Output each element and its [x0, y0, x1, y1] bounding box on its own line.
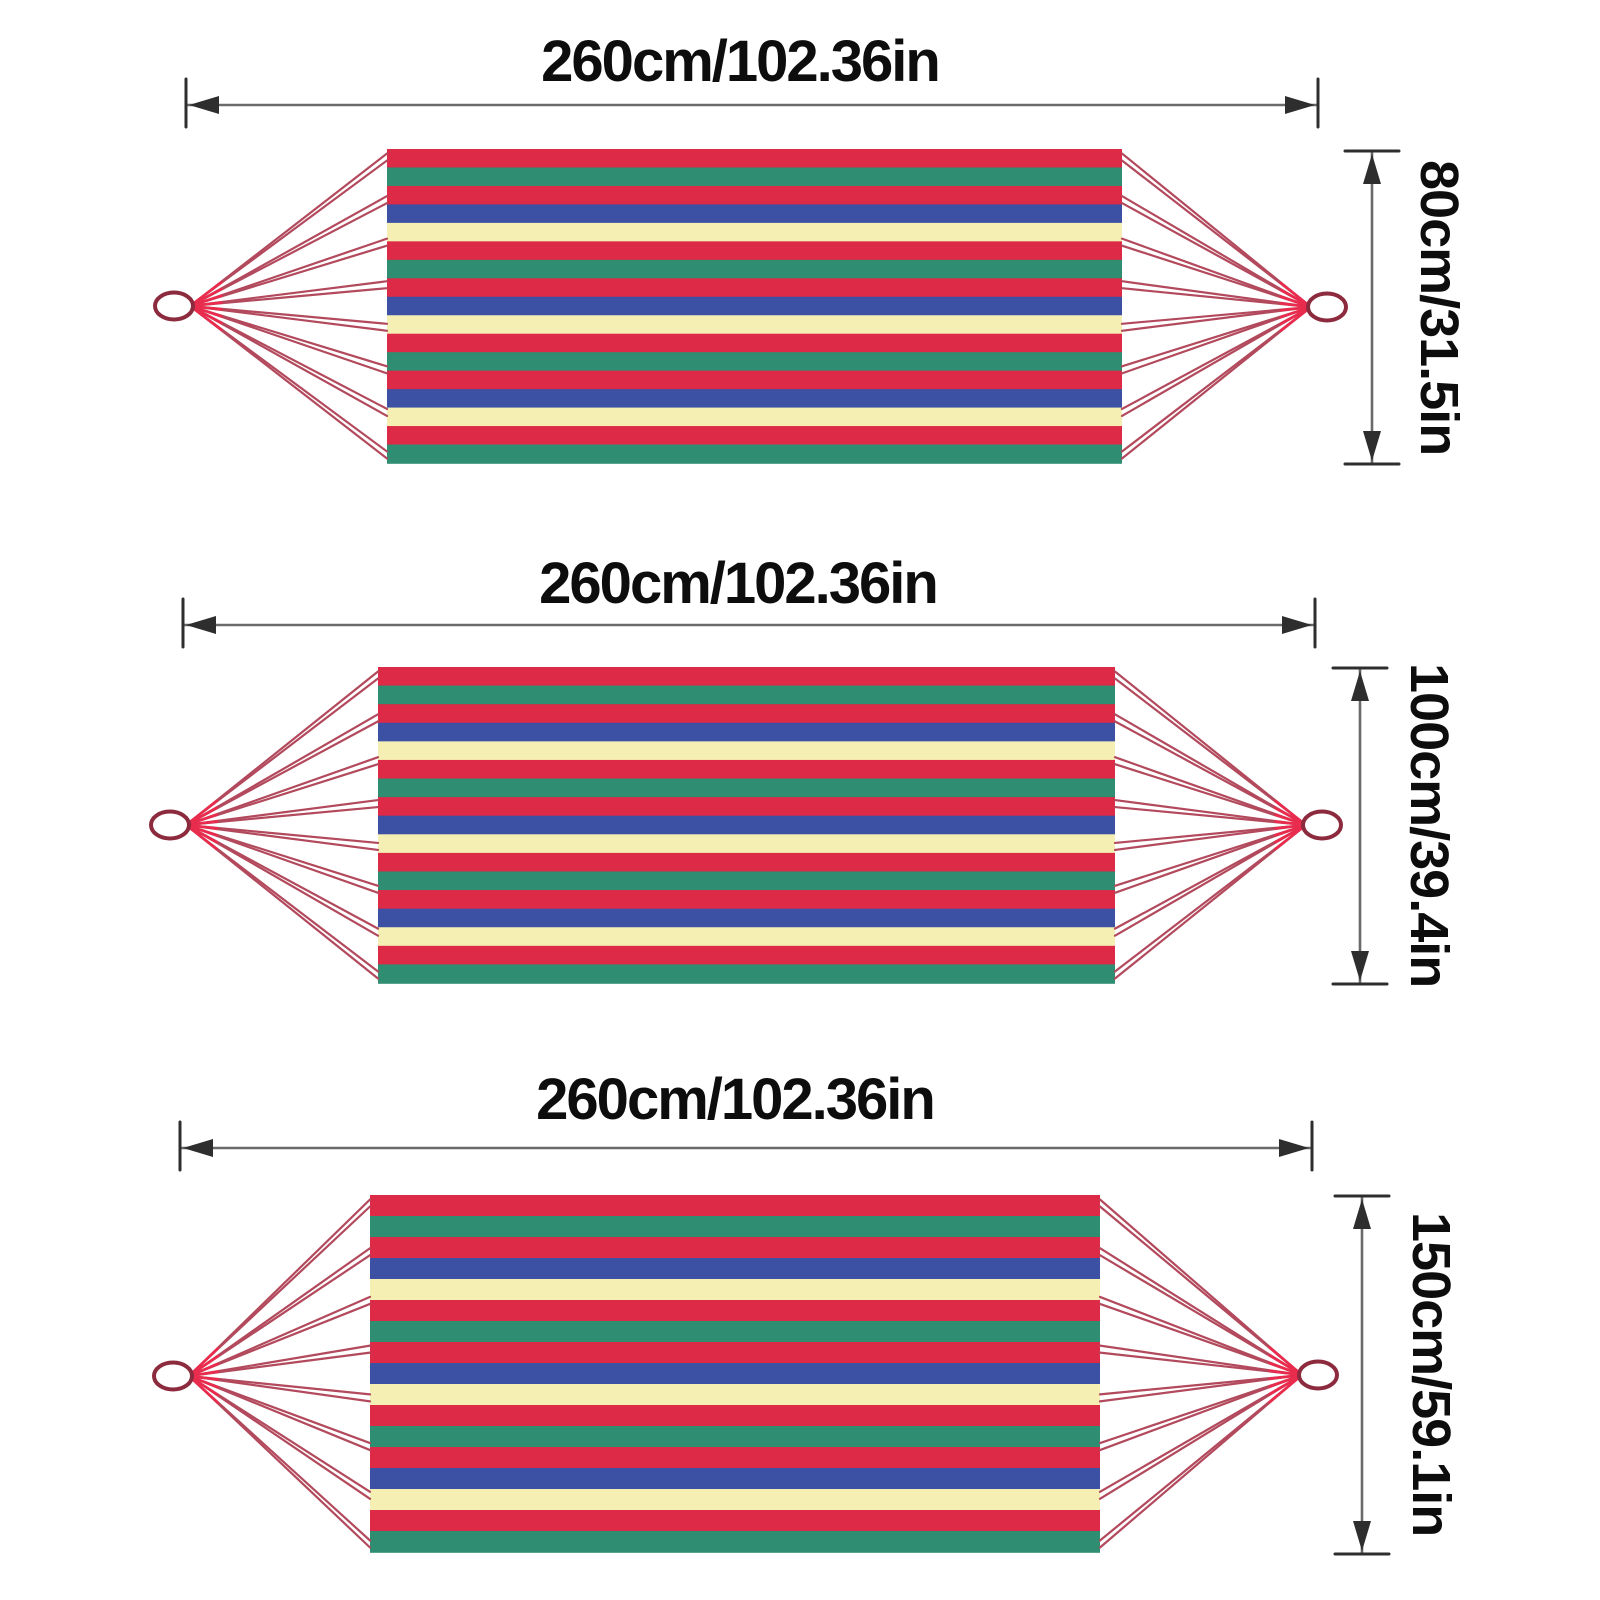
top-hammock-height-label: 80cm/31.5in [1409, 160, 1469, 456]
top-hammock-width-label: 260cm/102.36in [541, 29, 941, 94]
stripe-green [378, 685, 1115, 705]
stripe-red [378, 852, 1115, 873]
stripe-blue [370, 1468, 1100, 1490]
stripe-cream [378, 927, 1115, 947]
stripe-green [370, 1321, 1100, 1343]
hammock-2-right-ring [1301, 809, 1343, 841]
hammock-3-height-dimension [1333, 1194, 1391, 1556]
middle-hammock-width-label: 260cm/102.36in [539, 551, 939, 616]
stripe-blue [378, 815, 1115, 836]
stripe-green [370, 1531, 1100, 1553]
hammock-2-height-dimension [1331, 666, 1389, 986]
stripe-green [378, 778, 1115, 798]
stripe-blue [387, 389, 1122, 409]
hammock-2-left-ring [149, 809, 191, 841]
stripe-cream [370, 1384, 1100, 1406]
stripe-green [387, 259, 1122, 280]
stripe-cream [387, 315, 1122, 335]
hammock-2-width-dimension [181, 597, 1317, 649]
hammock-1-fabric [387, 149, 1122, 464]
stripe-cream [378, 834, 1115, 854]
stripe-green [378, 964, 1115, 984]
hammock-3-width-dimension [178, 1120, 1314, 1172]
bottom-hammock-height-label: 150cm/59.1in [1401, 1211, 1461, 1537]
stripe-green [387, 167, 1122, 187]
hammock-1-left-ring [153, 290, 195, 322]
stripe-red [387, 241, 1122, 261]
middle-hammock-height-label: 100cm/39.4in [1399, 662, 1459, 988]
hammock-1-width-dimension [184, 77, 1320, 129]
stripe-red [370, 1510, 1100, 1532]
stripe-red [387, 333, 1122, 353]
stripe-red [370, 1195, 1100, 1217]
hammock-1-right-ring [1306, 291, 1348, 323]
hammock-3-ropes [187, 1198, 1304, 1549]
stripe-cream [387, 222, 1122, 243]
stripe-green [387, 352, 1122, 372]
hammock-3-right-ring [1297, 1359, 1339, 1391]
hammock-1-ropes [188, 152, 1313, 460]
stripe-green [387, 444, 1122, 464]
stripe-blue [378, 908, 1115, 929]
hammock-3-fabric [370, 1195, 1100, 1553]
stripe-red [378, 667, 1115, 687]
stripe-green [370, 1426, 1100, 1448]
stripe-red [370, 1237, 1100, 1259]
stripe-red [378, 945, 1115, 966]
stripe-blue [387, 204, 1122, 224]
stripe-blue [378, 722, 1115, 743]
stripe-red [378, 704, 1115, 724]
stripe-red [370, 1342, 1100, 1364]
stripe-red [387, 278, 1122, 298]
hammock-1-height-dimension [1343, 149, 1401, 466]
hammock-2 [149, 597, 1389, 986]
stripe-blue [387, 296, 1122, 317]
hammock-1 [153, 77, 1401, 466]
stripe-red [378, 797, 1115, 817]
stripe-cream [370, 1489, 1100, 1511]
stripe-red [387, 185, 1122, 206]
stripe-red [370, 1405, 1100, 1427]
stripe-red [378, 890, 1115, 910]
hammock-3-left-ring [152, 1360, 194, 1392]
stripe-blue [370, 1363, 1100, 1385]
stripe-cream [387, 407, 1122, 427]
stripe-green [378, 871, 1115, 891]
stripe-red [387, 370, 1122, 390]
stripe-red [387, 149, 1122, 169]
hammock-3 [152, 1120, 1391, 1556]
hammock-2-ropes [184, 670, 1308, 980]
stripe-green [370, 1216, 1100, 1238]
stripe-blue [370, 1258, 1100, 1280]
stripe-red [387, 426, 1122, 446]
stripe-red [370, 1447, 1100, 1469]
bottom-hammock-width-label: 260cm/102.36in [536, 1067, 936, 1132]
stripe-cream [378, 741, 1115, 761]
stripe-red [370, 1300, 1100, 1322]
stripe-red [378, 759, 1115, 780]
hammock-2-fabric [378, 667, 1115, 984]
stripe-cream [370, 1279, 1100, 1301]
